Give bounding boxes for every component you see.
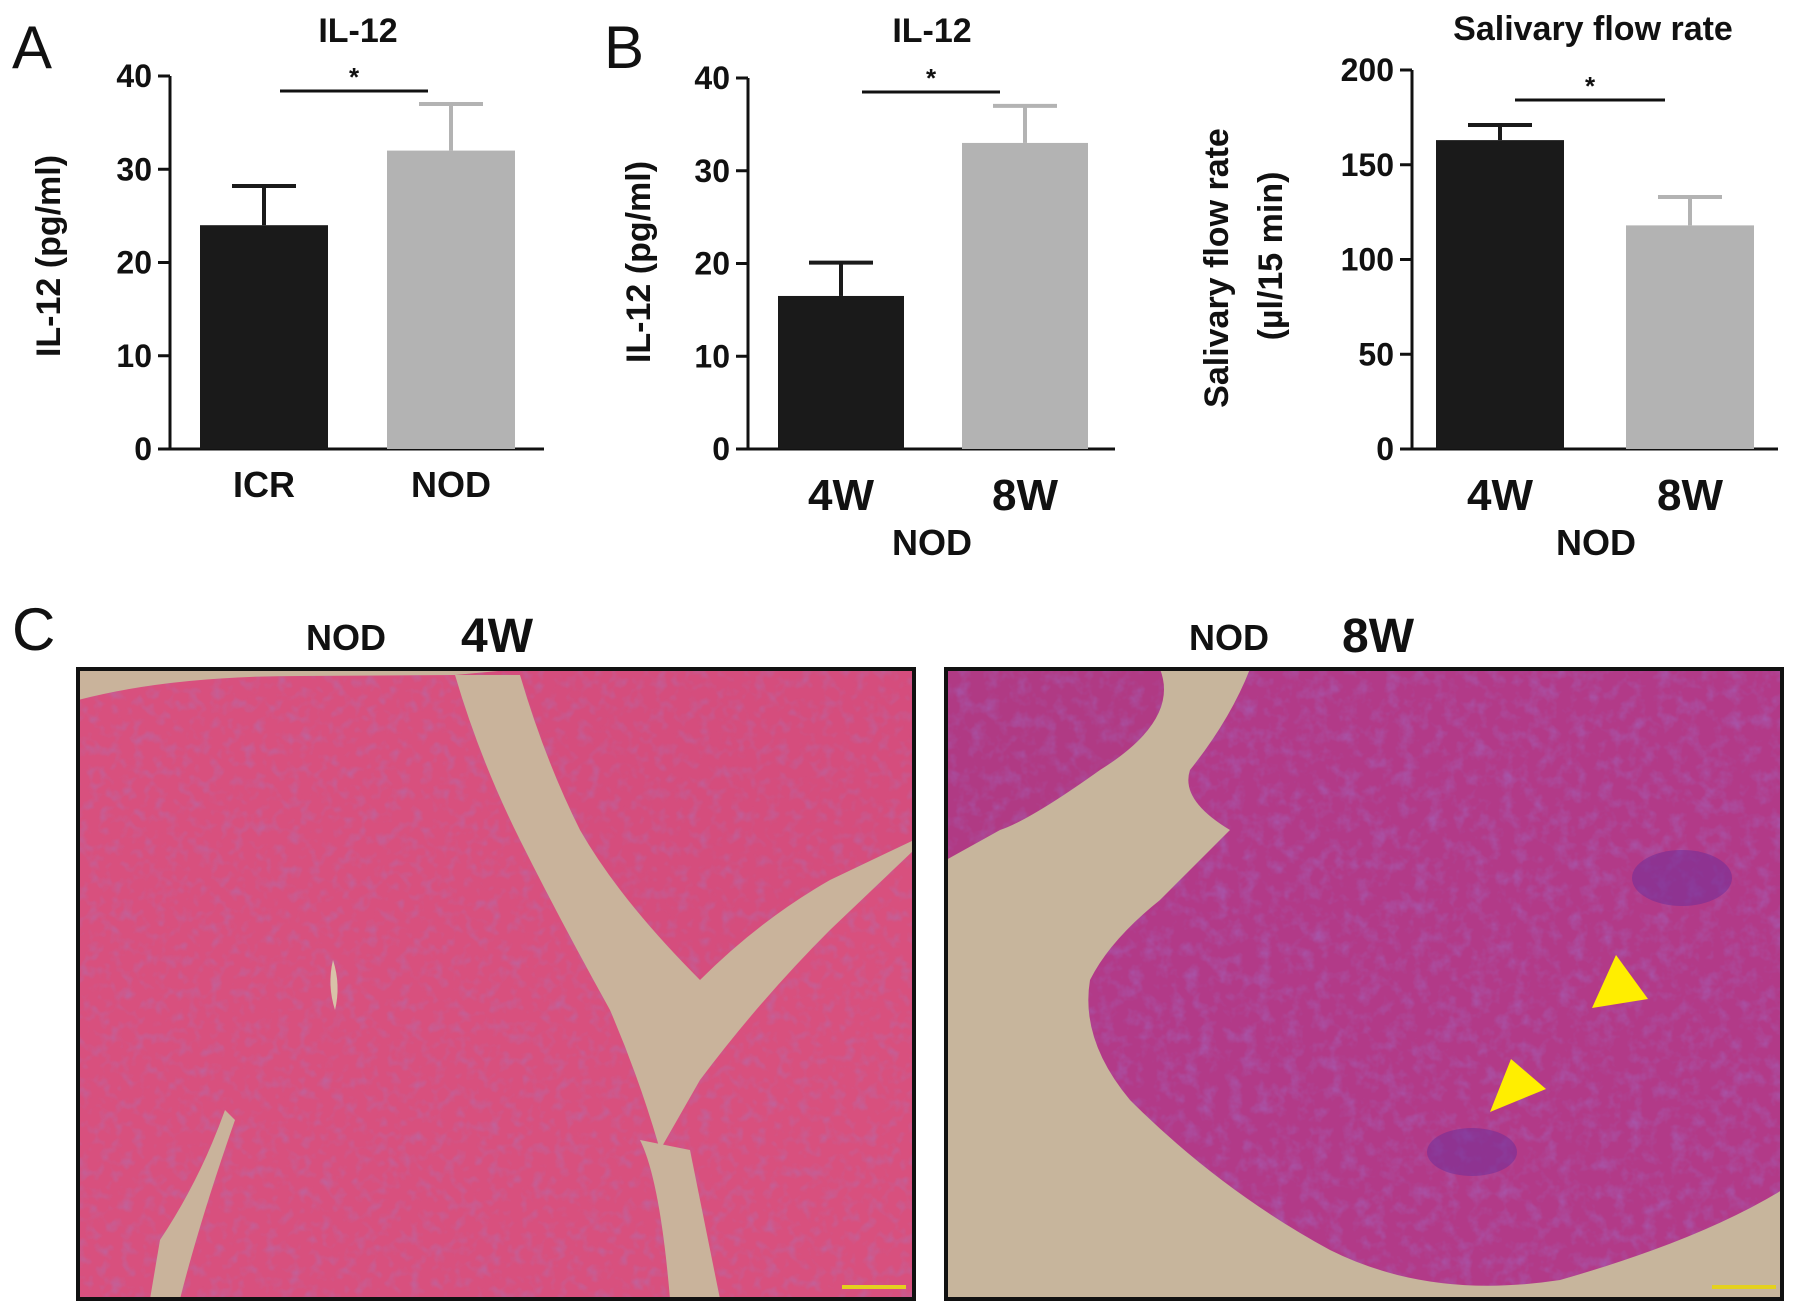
chart-c-y-tick-label: 200 bbox=[1341, 52, 1394, 88]
chart-b-y-tick-label: 30 bbox=[694, 153, 730, 189]
chart-c-x-axis-label: NOD bbox=[1556, 522, 1636, 563]
chart-c-title: Salivary flow rate bbox=[1453, 10, 1733, 48]
chart-b-y-tick-label: 20 bbox=[694, 246, 730, 282]
chart-b-y-tick-label: 0 bbox=[712, 431, 730, 467]
chart-b-y-tick-label: 10 bbox=[694, 338, 730, 374]
chart-c-bar-1 bbox=[1436, 140, 1564, 450]
chart-b-y-tick-label: 40 bbox=[694, 60, 730, 96]
chart-c-category-label-1: 4W bbox=[1467, 471, 1533, 520]
chart-c-significance-star: * bbox=[1585, 71, 1596, 101]
histology-image-8w bbox=[946, 669, 1782, 1299]
panel-label-a: A bbox=[12, 14, 52, 81]
chart-c-y-axis-label-line1: Salivary flow rate bbox=[1198, 128, 1236, 408]
histology-right-group-label: NOD bbox=[1189, 617, 1269, 658]
chart-b-y-axis-label: IL-12 (pg/ml) bbox=[620, 161, 658, 363]
chart-b-bar-1 bbox=[778, 295, 904, 449]
chart-c-y-tick-label: 100 bbox=[1341, 242, 1394, 278]
chart-c-bar-2 bbox=[1626, 225, 1754, 449]
chart-a: IL-12 IL-12 (pg/ml) 0 10 20 30 40 ICR NOD * bbox=[30, 12, 544, 505]
panel-label-b: B bbox=[604, 14, 644, 81]
chart-a-category-label-1: ICR bbox=[233, 464, 295, 505]
chart-b-significance-star: * bbox=[926, 63, 937, 93]
histology-left-group-label: NOD bbox=[306, 617, 386, 658]
chart-a-category-label-2: NOD bbox=[411, 464, 491, 505]
chart-a-title: IL-12 bbox=[318, 12, 397, 50]
chart-b-bar-2 bbox=[962, 142, 1088, 450]
chart-c-y-tick-label: 50 bbox=[1358, 336, 1394, 372]
chart-a-y-axis-label: IL-12 (pg/ml) bbox=[30, 155, 68, 357]
chart-c-y-axis-label-line2: (µl/15 min) bbox=[1252, 172, 1290, 341]
chart-a-y-tick-label: 10 bbox=[116, 338, 152, 374]
chart-c-category-label-2: 8W bbox=[1657, 471, 1723, 520]
chart-b-x-axis-label: NOD bbox=[892, 522, 972, 563]
chart-c-y-tick-label: 150 bbox=[1341, 147, 1394, 183]
chart-a-bar-2 bbox=[387, 150, 515, 449]
chart-c-y-tick-label: 0 bbox=[1376, 431, 1394, 467]
histology-frame-8w bbox=[944, 667, 1784, 1301]
chart-b-category-label-1: 4W bbox=[808, 471, 874, 520]
chart-a-y-tick-label: 0 bbox=[134, 431, 152, 467]
chart-a-y-tick-label: 20 bbox=[116, 245, 152, 281]
histology-frame-4w bbox=[76, 667, 916, 1301]
chart-b-il12: IL-12 IL-12 (pg/ml) 0 10 20 30 40 4W 8W NOD * bbox=[620, 12, 1115, 563]
arrowhead-upper bbox=[1592, 955, 1648, 1008]
panel-label-c: C bbox=[12, 596, 55, 663]
chart-a-bar-1 bbox=[200, 225, 328, 449]
histology-right-age-label: 8W bbox=[1342, 610, 1415, 663]
chart-a-y-tick-label: 40 bbox=[116, 58, 152, 94]
chart-a-significance-star: * bbox=[349, 62, 360, 92]
chart-b-category-label-2: 8W bbox=[992, 471, 1058, 520]
histology-image-4w bbox=[78, 669, 914, 1299]
arrowhead-lower bbox=[1490, 1059, 1546, 1112]
chart-a-y-tick-label: 30 bbox=[116, 151, 152, 187]
histology-left-age-label: 4W bbox=[461, 610, 534, 663]
chart-b-salivary-flow: Salivary flow rate Salivary flow rate (µ… bbox=[1198, 10, 1778, 563]
chart-b-title: IL-12 bbox=[892, 12, 971, 50]
